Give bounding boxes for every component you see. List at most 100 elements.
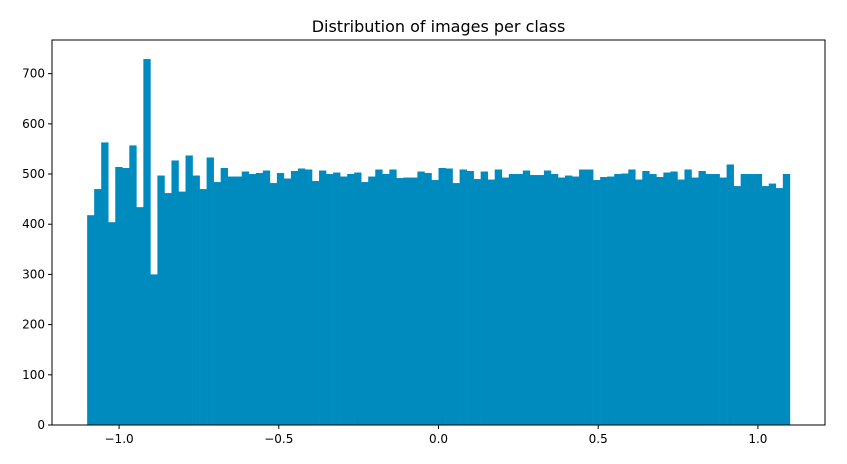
histogram-bar [347,174,355,425]
histogram-bar [677,179,685,425]
histogram-bar [747,174,756,425]
histogram-bar [101,142,109,425]
histogram-bar [382,174,390,425]
y-tick-label: 600 [22,117,45,131]
histogram-bar [340,176,348,425]
histogram-bar [164,193,172,425]
histogram-bar [269,183,278,425]
histogram-bar [621,173,629,425]
histogram-bar [389,169,397,425]
histogram-bar [424,173,432,425]
histogram-bar [178,191,186,425]
histogram-bar [663,172,671,425]
histogram-bar [550,174,559,425]
histogram-bar [754,174,763,425]
histogram-bar [248,174,257,425]
histogram-bar [494,169,503,425]
histogram-bar [543,170,552,425]
histogram-bar [234,176,243,425]
y-tick-label: 400 [22,217,45,231]
histogram-bar [473,179,481,425]
histogram-bar [452,183,460,425]
histogram-bar [564,175,573,425]
histogram-bar [557,177,566,425]
histogram-bar [501,177,510,425]
histogram-bar [642,171,650,425]
histogram-bar [691,177,699,425]
histogram-bar [712,174,720,425]
histogram-bar [185,155,193,425]
histogram-bar [312,181,320,425]
y-tick-label: 0 [37,418,45,432]
histogram-bar [656,177,664,425]
histogram-bar [431,180,439,425]
histogram-bar [213,182,221,425]
histogram-bar [480,171,488,425]
histogram-bar [586,169,594,425]
histogram-bar [761,186,770,425]
y-tick-label: 700 [22,67,45,81]
histogram-bar [600,177,608,425]
histogram-bar [150,274,158,425]
histogram-bars [87,59,791,426]
histogram-bar [192,175,200,425]
histogram-bar [572,176,580,425]
histogram-bar [775,188,784,425]
histogram-bar [136,207,144,425]
x-tick-label: −0.5 [264,432,293,446]
x-tick-label: −1.0 [105,432,134,446]
x-tick-label: 1.0 [748,432,767,446]
histogram-bar [508,174,517,425]
histogram-bar [396,178,404,425]
histogram-bar [614,174,622,425]
histogram-bar [445,168,453,425]
histogram-bar [262,170,271,425]
histogram-bar [438,168,446,425]
histogram-bar [87,215,95,425]
histogram-bar [368,176,376,425]
histogram-bar [782,174,791,425]
histogram-bar [220,168,228,425]
plot-frame [51,39,826,426]
y-axis: 0 100 200 300 400 500 600 700 [22,67,52,432]
y-tick-label: 500 [22,167,45,181]
histogram-bar [515,174,524,425]
histogram-bar [529,175,538,425]
histogram-bar [199,189,207,425]
histogram-bar [319,170,327,425]
histogram-bar [108,222,116,425]
histogram-bar [122,168,130,425]
histogram-bar [143,59,151,425]
histogram-bar [276,173,285,425]
histogram-bar [115,166,123,426]
histogram-bar [361,182,369,425]
histogram-bar [628,169,636,425]
histogram-bar [304,169,313,425]
histogram-bar [593,180,601,425]
histogram-bar [333,172,341,425]
x-tick-label: 0.5 [589,432,608,446]
x-axis: −1.0 −0.5 0.0 0.5 1.0 [105,425,767,446]
histogram-bar [417,171,425,425]
histogram-bar [705,174,713,425]
histogram-bar [740,174,748,425]
histogram-bar [726,164,734,426]
histogram-bar [768,183,777,425]
histogram-bar [255,173,264,425]
histogram-bar [607,176,615,425]
y-tick-label: 100 [22,368,45,382]
histogram-bar [649,174,657,425]
histogram-bar [410,177,418,425]
histogram-bar [403,177,411,425]
histogram-bar [536,175,545,425]
histogram-bar [157,175,165,425]
histogram-bar [733,186,741,425]
histogram-bar [459,169,467,425]
histogram-bar [283,178,292,425]
x-tick-label: 0.0 [429,432,448,446]
histogram-bar [227,176,236,425]
histogram-bar [326,174,334,425]
histogram-bar [241,171,250,425]
y-tick-label: 200 [22,318,45,332]
